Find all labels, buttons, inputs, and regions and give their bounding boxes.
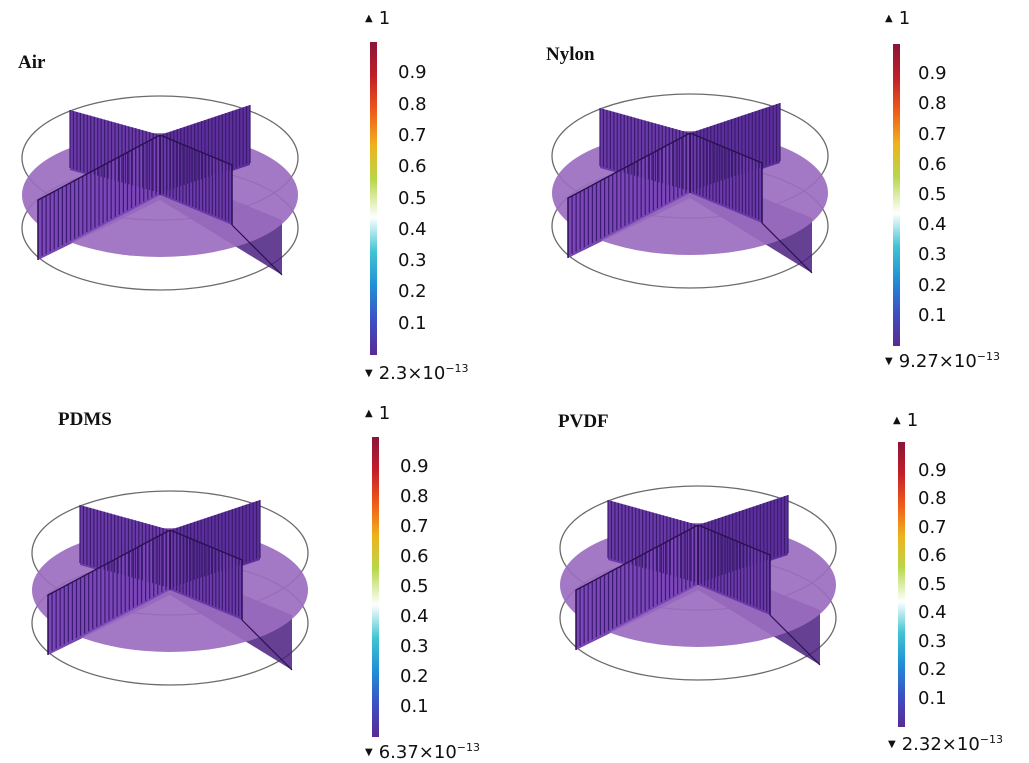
- colorbar-tick-label: 0.1: [398, 312, 427, 334]
- disc-scene: [31, 490, 309, 686]
- panel-air: Air ▲ 1 0.9 0.8 0.7 0.6 0.5 0.4 0.3 0.2 0.1 ▼ 2.3×…: [0, 0, 500, 383]
- colorbar-tick-label: 0.2: [918, 659, 947, 680]
- colorbar-tick-label: 0.1: [918, 304, 947, 326]
- plate-lower-edge: [769, 614, 821, 666]
- colorbar-tick-label: 0.7: [398, 124, 427, 146]
- colorbar-tick-label: 0.8: [918, 93, 947, 115]
- colorbar-tick-label: 0.6: [918, 153, 947, 175]
- colorbar-tick-label: 0.4: [400, 606, 429, 627]
- colorbar-tick-label: 0.8: [400, 486, 429, 507]
- colorbar-tick-label: 0.3: [400, 636, 429, 657]
- colorbar-tick-label: 0.7: [918, 123, 947, 145]
- colorbar-tick-label: 0.7: [918, 516, 947, 538]
- colorbar: [372, 437, 379, 737]
- colorbar-tick-label: 0.3: [398, 250, 427, 272]
- colorbar-min-label: ▼ 2.32×10−13: [888, 733, 1003, 755]
- panel-title: PVDF: [558, 411, 609, 432]
- colorbar-tick-label: 0.4: [918, 214, 947, 236]
- colorbar-tick-label: 0.5: [918, 573, 947, 595]
- colorbar: [898, 442, 905, 727]
- colorbar-min-label: ▼ 2.3×10−13: [365, 362, 469, 384]
- colorbar-tick-label: 0.7: [400, 516, 429, 537]
- colorbar-tick-label: 0.9: [918, 63, 947, 85]
- colorbar-min-label: ▼ 9.27×10−13: [885, 350, 1000, 372]
- colorbar-tick-label: 0.4: [918, 602, 947, 623]
- colorbar-tick-label: 0.9: [918, 459, 947, 481]
- colorbar-tick-label: 0.1: [918, 687, 947, 709]
- colorbar-tick-label: 0.6: [398, 156, 427, 178]
- plate-lower-edge: [231, 224, 283, 276]
- colorbar-tick-label: 0.3: [918, 630, 947, 652]
- colorbar-max-label: ▲ 1: [365, 8, 391, 29]
- panel-pdms: PDMS ▲ 1 0.9 0.8 0.7 0.6 0.5 0.4 0.3 0.2 0.1 ▼ 6.3…: [0, 385, 500, 763]
- panel-title: PDMS: [58, 409, 112, 430]
- colorbar-tick-label: 0.5: [400, 576, 429, 597]
- colorbar-tick-label: 0.4: [398, 218, 427, 240]
- colorbar-max-label: ▲ 1: [893, 410, 919, 431]
- colorbar: [893, 44, 900, 346]
- disc-scene: [559, 485, 837, 681]
- plate-lower-edge: [761, 222, 813, 274]
- colorbar: [370, 42, 377, 355]
- plate-lower-edge: [241, 619, 293, 671]
- colorbar-tick-label: 0.6: [918, 545, 947, 566]
- disc-scene: [551, 93, 829, 289]
- colorbar-tick-label: 0.9: [400, 456, 429, 477]
- colorbar-max-label: ▲ 1: [885, 8, 911, 29]
- colorbar-tick-label: 0.6: [400, 546, 429, 567]
- panel-nylon: Nylon ▲ 1 0.9 0.8 0.7 0.6 0.5 0.4 0.3 0.2 0.1 ▼ 9.…: [530, 0, 1029, 375]
- panel-pvdf: PVDF ▲ 1 0.9 0.8 0.7 0.6 0.5 0.4 0.3 0.2 0.1 ▼ 2.3…: [530, 385, 1029, 760]
- colorbar-tick-label: 0.9: [398, 62, 427, 84]
- panel-title: Nylon: [546, 44, 595, 65]
- colorbar-tick-label: 0.1: [400, 696, 429, 717]
- colorbar-tick-label: 0.8: [398, 93, 427, 115]
- colorbar-tick-label: 0.2: [398, 281, 427, 303]
- disc-scene: [21, 95, 299, 291]
- colorbar-tick-label: 0.3: [918, 244, 947, 266]
- panel-title: Air: [18, 52, 46, 73]
- colorbar-tick-label: 0.5: [398, 187, 427, 209]
- colorbar-tick-label: 0.8: [918, 488, 947, 509]
- colorbar-max-label: ▲ 1: [365, 403, 391, 424]
- colorbar-tick-label: 0.2: [918, 274, 947, 296]
- colorbar-tick-label: 0.5: [918, 184, 947, 205]
- colorbar-min-label: ▼ 6.37×10−13: [365, 741, 480, 763]
- colorbar-tick-label: 0.2: [400, 666, 429, 687]
